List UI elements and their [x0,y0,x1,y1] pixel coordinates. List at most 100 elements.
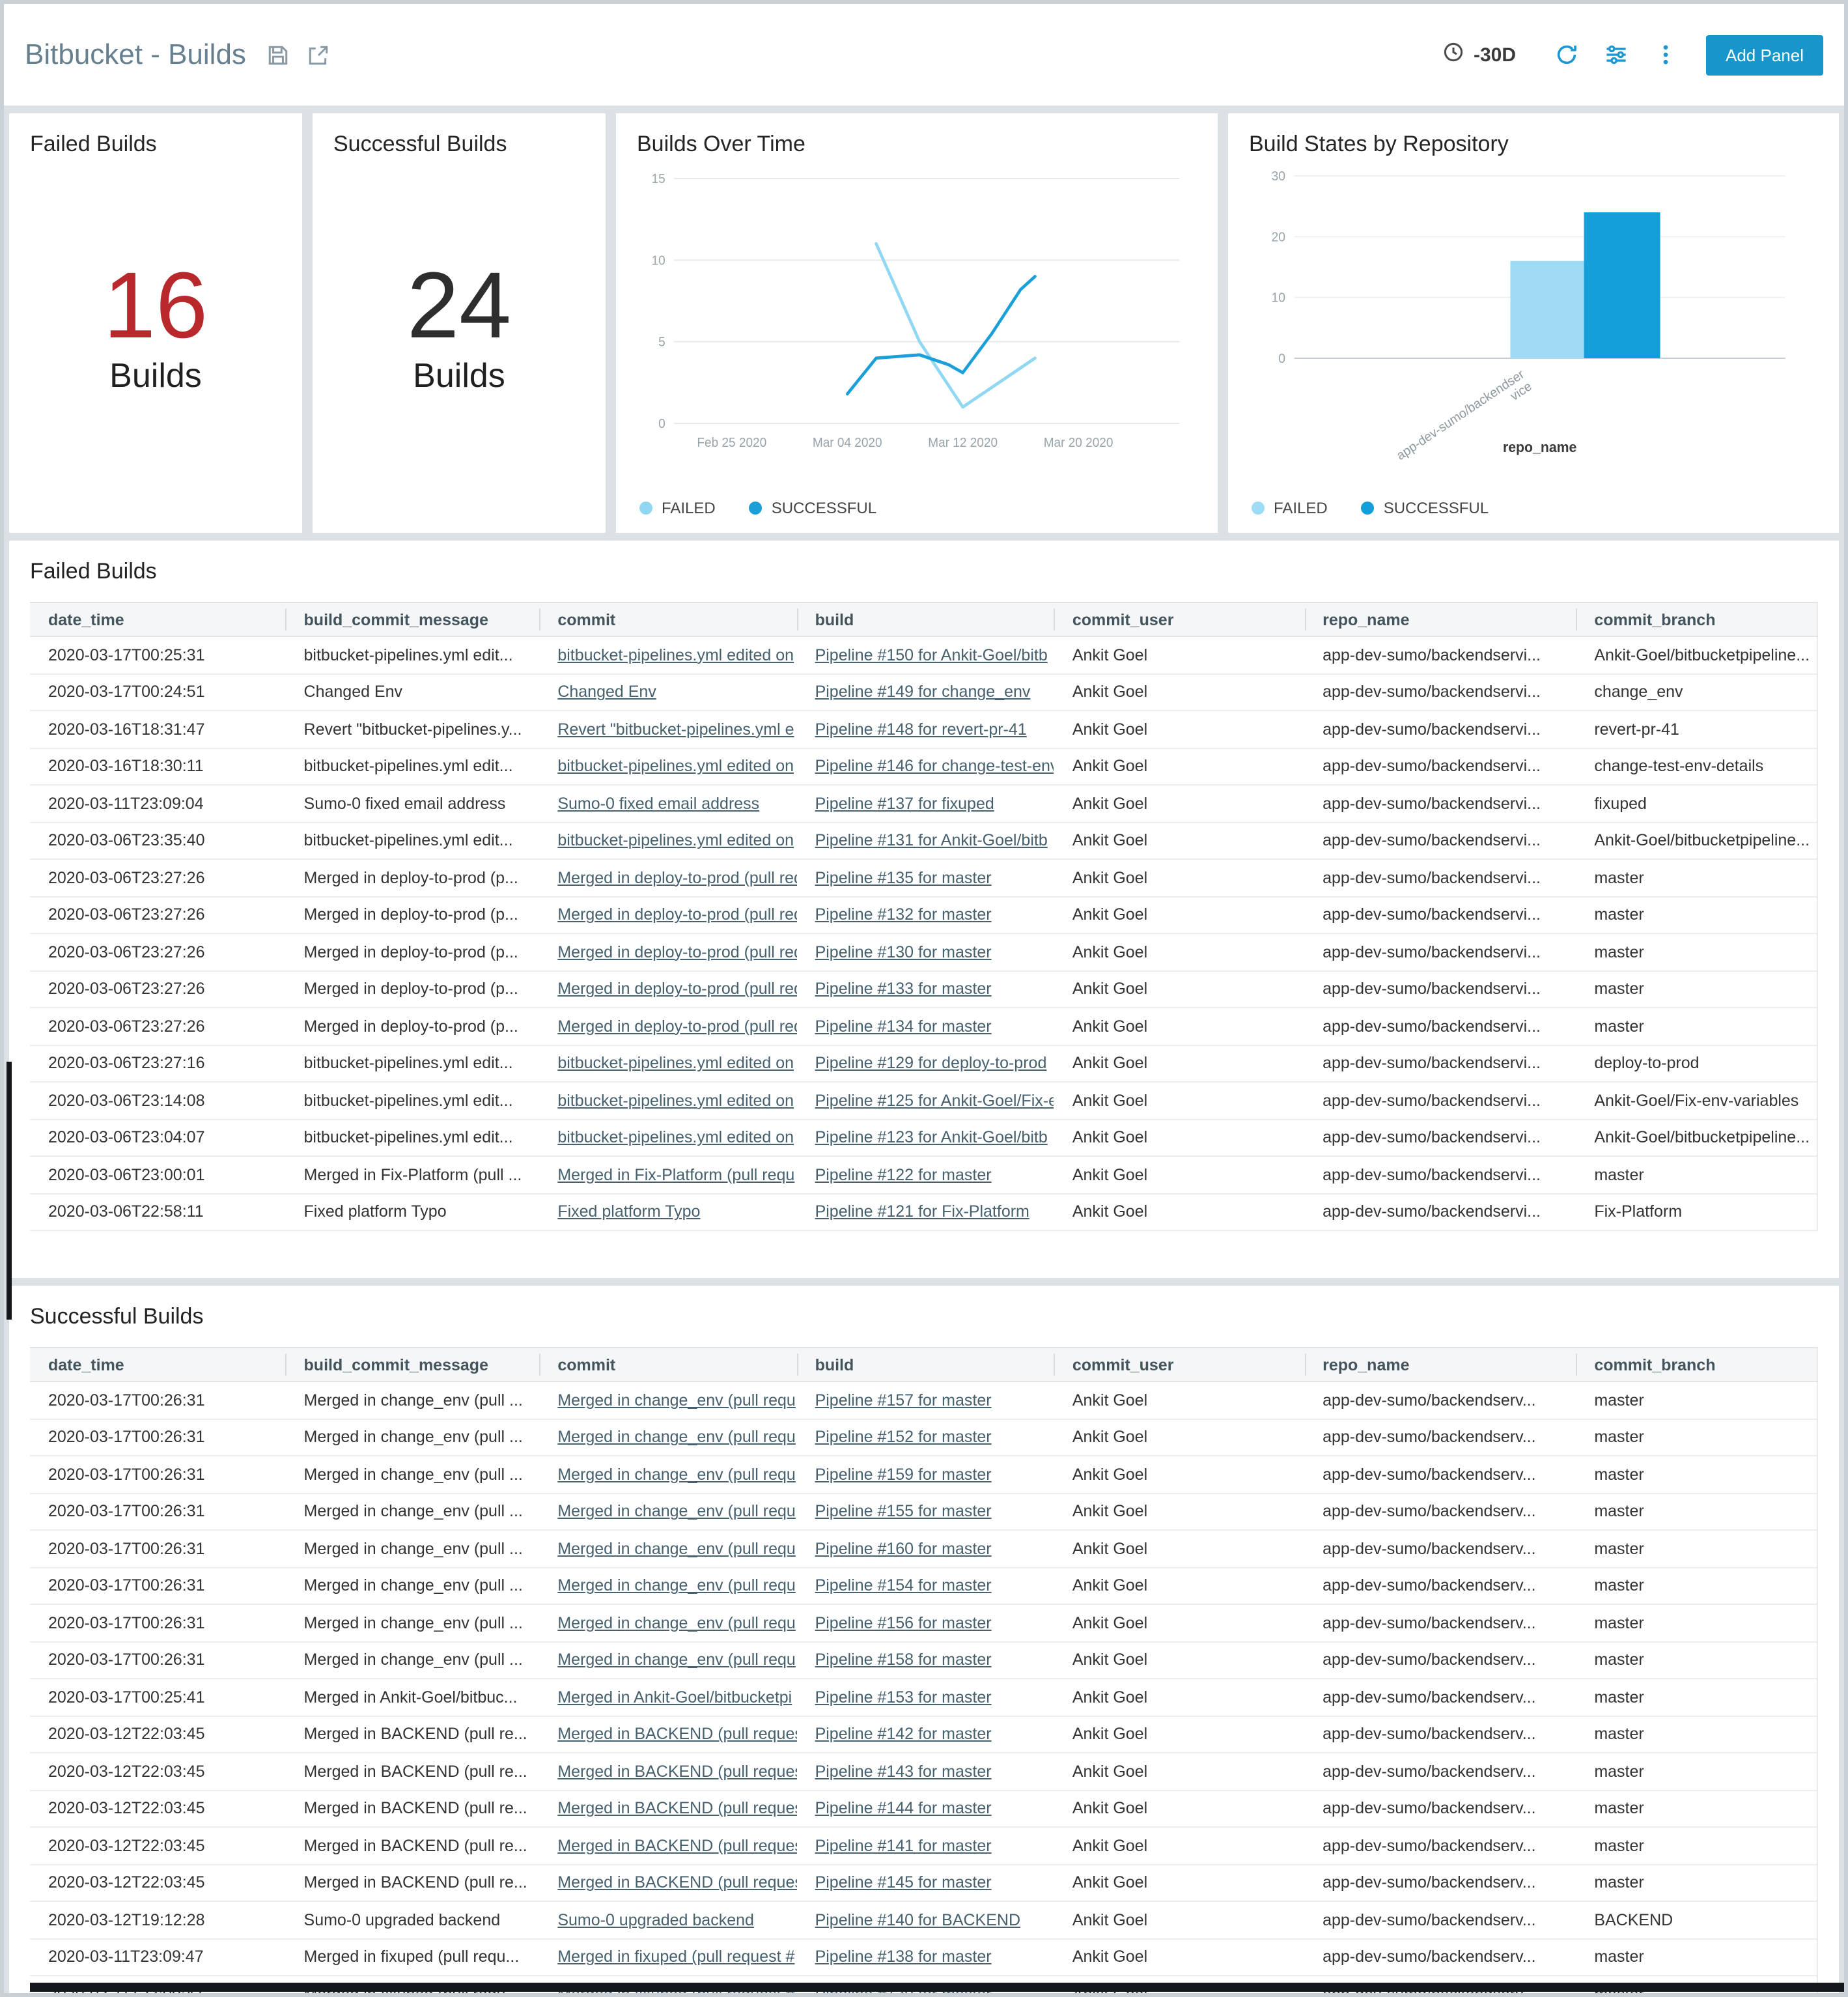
commit-link[interactable]: bitbucket-pipelines.yml edited on [557,645,794,664]
commit-link[interactable]: bitbucket-pipelines.yml edited on [557,1128,794,1147]
vertical-scrollbar[interactable] [7,1062,12,1320]
commit-link[interactable]: Sumo-0 fixed email address [557,794,760,813]
column-header-commit_user[interactable]: commit_user [1054,602,1305,637]
time-range-control[interactable]: -30D [1444,42,1516,68]
commit-link[interactable]: Merged in change_env (pull requ [557,1391,796,1409]
horizontal-scrollbar[interactable] [30,1983,1844,1992]
build-link[interactable]: Pipeline #149 for change_env [815,683,1031,701]
column-header-commit_user[interactable]: commit_user [1054,1347,1305,1382]
build-link[interactable]: Pipeline #150 for Ankit-Goel/bitb [815,645,1048,664]
commit-link[interactable]: Merged in change_env (pull requ [557,1465,796,1484]
build-link[interactable]: Pipeline #155 for master [815,1502,992,1521]
commit-link[interactable]: Merged in Fix-Platform (pull requ [557,1165,795,1184]
commit-link[interactable]: Merged in deploy-to-prod (pull req [557,905,797,924]
build-link[interactable]: Pipeline #137 for fixuped [815,794,994,813]
commit-link[interactable]: Merged in deploy-to-prod (pull req [557,942,797,961]
commit-link[interactable]: Merged in BACKEND (pull reques [557,1873,797,1892]
column-header-commit[interactable]: commit [539,602,797,637]
column-header-repo_name[interactable]: repo_name [1304,1347,1576,1382]
commit-link[interactable]: bitbucket-pipelines.yml edited on [557,1091,794,1110]
commit-link[interactable]: bitbucket-pipelines.yml edited on [557,831,794,850]
build-link[interactable]: Pipeline #121 for Fix-Platform [815,1202,1029,1221]
kebab-menu-icon[interactable] [1654,43,1677,66]
commit-link[interactable]: Merged in change_env (pull requ [557,1428,796,1447]
column-header-build_commit_message[interactable]: build_commit_message [285,602,540,637]
y-tick-label: 10 [1272,290,1286,305]
commit-link[interactable]: Merged in change_env (pull requ [557,1650,796,1669]
commit-link[interactable]: Merged in fixuped (pull request # [557,1947,795,1966]
successful-series-line[interactable] [845,274,1037,396]
build-link[interactable]: Pipeline #138 for master [815,1947,992,1966]
legend-item-failed[interactable]: FAILED [639,499,716,517]
column-header-commit_branch[interactable]: commit_branch [1576,602,1817,637]
build-link[interactable]: Pipeline #130 for master [815,942,992,961]
commit-link[interactable]: Merged in deploy-to-prod (pull req [557,1017,797,1036]
commit-link[interactable]: Merged in BACKEND (pull reques [557,1836,797,1855]
column-header-build[interactable]: build [796,602,1054,637]
commit-link[interactable]: Changed Env [557,683,656,701]
column-header-build_commit_message[interactable]: build_commit_message [285,1347,540,1382]
build-link[interactable]: Pipeline #154 for master [815,1576,992,1595]
build-link[interactable]: Pipeline #146 for change-test-env [815,757,1054,776]
legend-item-successful[interactable]: SUCCESSFUL [1361,499,1489,517]
build-link[interactable]: Pipeline #160 for master [815,1539,992,1558]
commit-link[interactable]: bitbucket-pipelines.yml edited on [557,757,794,776]
column-header-repo_name[interactable]: repo_name [1304,602,1576,637]
commit-link[interactable]: Merged in change_env (pull requ [557,1576,796,1595]
build-link[interactable]: Pipeline #144 for master [815,1799,992,1818]
build-link[interactable]: Pipeline #133 for master [815,980,992,998]
save-icon[interactable] [267,44,289,66]
commit-link[interactable]: Merged in change_env (pull requ [557,1502,796,1521]
commit-link[interactable]: Merged in deploy-to-prod (pull req [557,980,797,998]
commit-link[interactable]: Merged in deploy-to-prod (pull req [557,868,797,887]
commit-link[interactable]: Fixed platform Typo [557,1202,701,1221]
build-link[interactable]: Pipeline #157 for master [815,1391,992,1409]
build-states-chart[interactable]: 0102030app-dev-sumo/backendservicerepo_n… [1249,165,1818,462]
failed-series-line[interactable] [875,242,1037,409]
legend-item-failed[interactable]: FAILED [1252,499,1328,517]
build-link[interactable]: Pipeline #152 for master [815,1428,992,1447]
export-icon[interactable] [307,44,329,66]
build-link[interactable]: Pipeline #123 for Ankit-Goel/bitb [815,1128,1048,1147]
build-link[interactable]: Pipeline #129 for deploy-to-prod [815,1054,1047,1073]
panel-title: Failed Builds [30,132,157,156]
build-link[interactable]: Pipeline #145 for master [815,1873,992,1892]
build-link[interactable]: Pipeline #158 for master [815,1650,992,1669]
column-header-commit_branch[interactable]: commit_branch [1576,1347,1817,1382]
column-header-build[interactable]: build [796,1347,1054,1382]
successful-bar[interactable] [1584,212,1660,358]
build-link[interactable]: Pipeline #148 for revert-pr-41 [815,720,1027,739]
build-link[interactable]: Pipeline #156 for master [815,1613,992,1632]
commit-link[interactable]: Merged in change_env (pull requ [557,1613,796,1632]
failed-bar[interactable] [1510,261,1584,358]
add-panel-button[interactable]: Add Panel [1706,35,1823,75]
column-header-commit[interactable]: commit [539,1347,797,1382]
build-link[interactable]: Pipeline #142 for master [815,1725,992,1744]
builds-over-time-chart[interactable]: 0 5 10 15 Feb 25 2020 Mar 04 2020 Mar 12 2020 M… [637,165,1197,462]
build-link[interactable]: Pipeline #140 for BACKEND [815,1910,1021,1929]
build-link[interactable]: Pipeline #131 for Ankit-Goel/bitb [815,831,1048,850]
build-link[interactable]: Pipeline #153 for master [815,1688,992,1707]
commit-link[interactable]: Merged in BACKEND (pull reques [557,1799,797,1818]
build-link[interactable]: Pipeline #143 for master [815,1762,992,1781]
commit-link[interactable]: Merged in Ankit-Goel/bitbucketpi [557,1688,792,1707]
column-header-date_time[interactable]: date_time [30,1347,286,1382]
build-link[interactable]: Pipeline #159 for master [815,1465,992,1484]
commit-link[interactable]: bitbucket-pipelines.yml edited on [557,1054,794,1073]
build-link[interactable]: Pipeline #132 for master [815,905,992,924]
cell-commit: Merged in change_env (pull requ [539,1493,797,1531]
commit-link[interactable]: Revert "bitbucket-pipelines.yml e [557,720,794,739]
legend-item-successful[interactable]: SUCCESSFUL [749,499,876,517]
commit-link[interactable]: Sumo-0 upgraded backend [557,1910,754,1929]
commit-link[interactable]: Merged in BACKEND (pull reques [557,1762,797,1781]
commit-link[interactable]: Merged in BACKEND (pull reques [557,1725,797,1744]
build-link[interactable]: Pipeline #135 for master [815,868,992,887]
refresh-icon[interactable] [1555,43,1578,66]
build-link[interactable]: Pipeline #125 for Ankit-Goel/Fix-e [815,1091,1054,1110]
build-link[interactable]: Pipeline #134 for master [815,1017,992,1036]
build-link[interactable]: Pipeline #122 for master [815,1165,992,1184]
commit-link[interactable]: Merged in change_env (pull requ [557,1539,796,1558]
filter-sliders-icon[interactable] [1604,43,1628,66]
build-link[interactable]: Pipeline #141 for master [815,1836,992,1855]
column-header-date_time[interactable]: date_time [30,602,286,637]
